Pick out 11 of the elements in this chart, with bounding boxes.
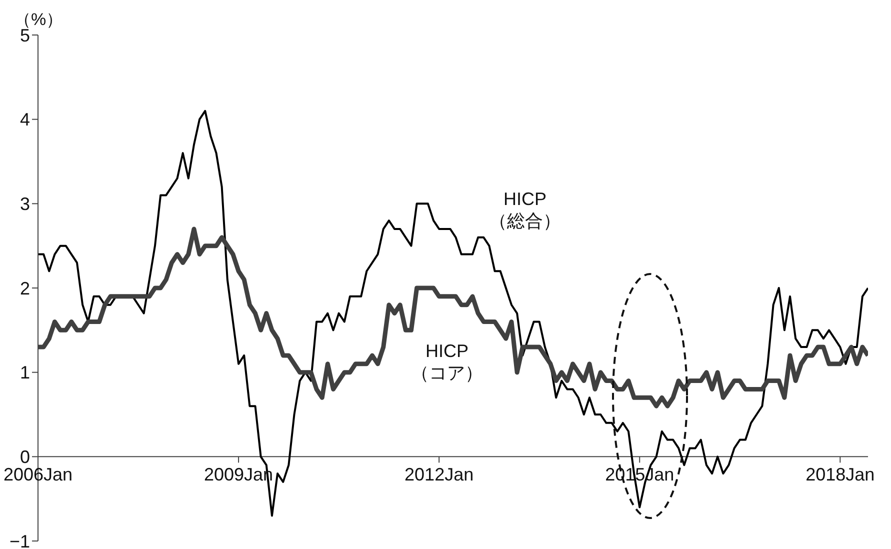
y-tick-label: 2 bbox=[20, 278, 30, 298]
y-tick-label: 4 bbox=[20, 110, 30, 130]
series-label: HICP （総合） bbox=[488, 188, 562, 232]
x-tick-label: 2012Jan bbox=[404, 464, 474, 485]
series-label: HICP （コア） bbox=[410, 340, 484, 384]
y-tick-label: −1 bbox=[9, 531, 30, 549]
y-tick-label: 0 bbox=[20, 447, 30, 468]
y-axis-title: （%） bbox=[14, 9, 64, 29]
y-tick-label: 1 bbox=[20, 362, 30, 383]
x-tick-label: 2018Jan bbox=[806, 464, 875, 485]
y-tick-label: 3 bbox=[20, 194, 30, 214]
